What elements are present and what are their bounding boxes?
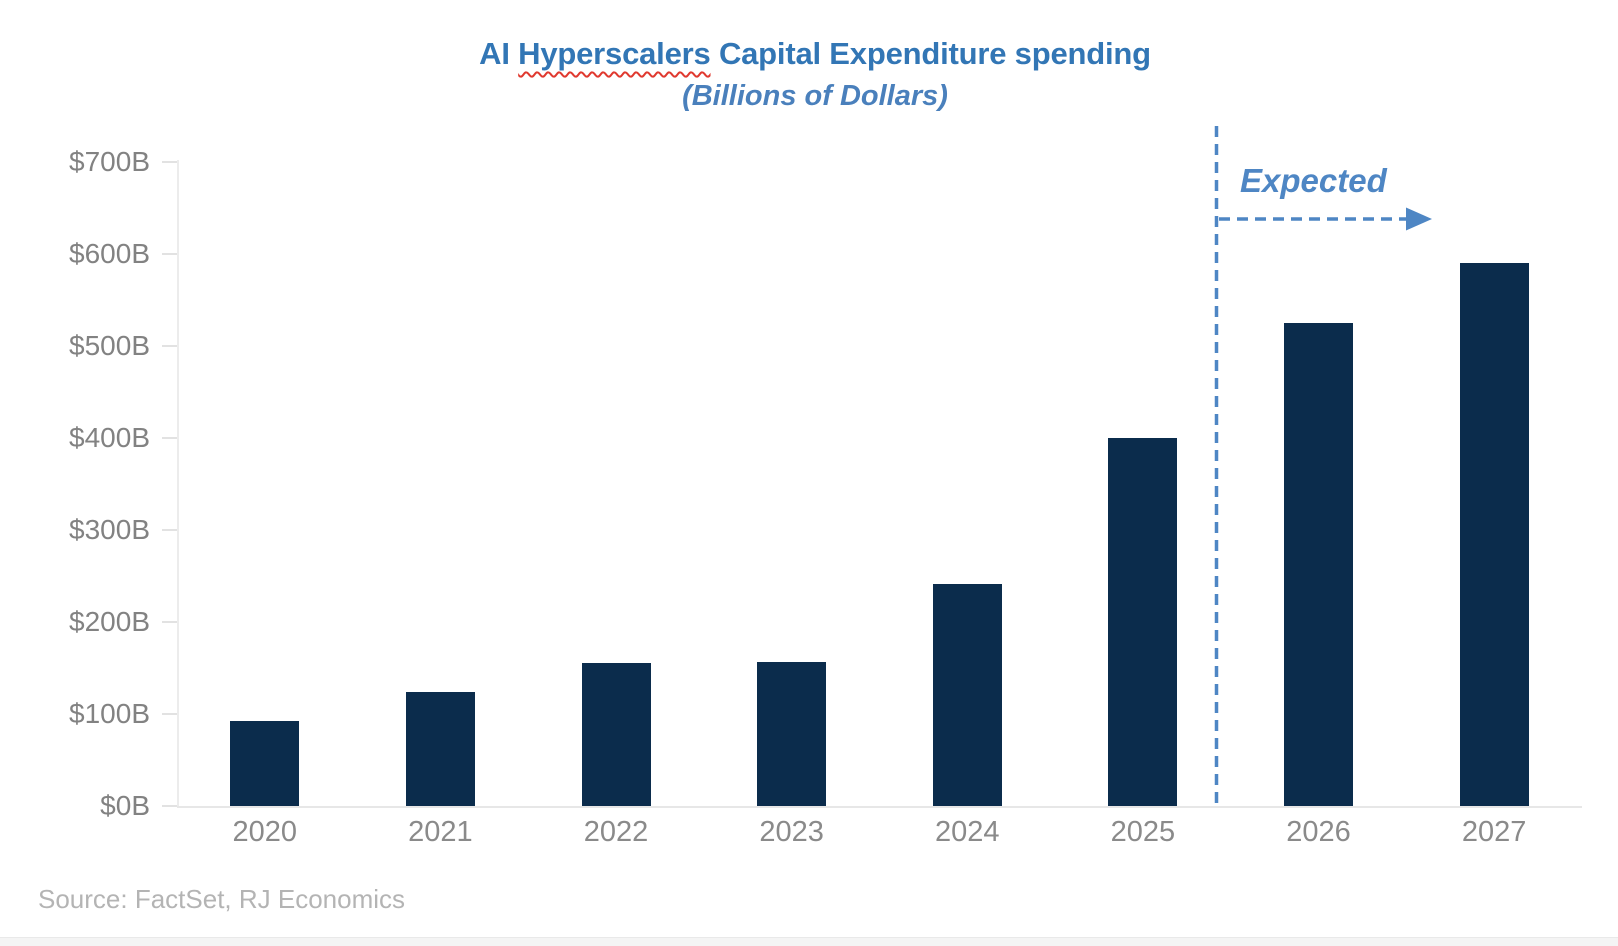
y-axis-tick [162, 621, 177, 623]
source-note: Source: FactSet, RJ Economics [38, 884, 406, 914]
y-axis-label: $200B [69, 606, 150, 637]
bar-2023 [757, 662, 827, 806]
chart-title-misspelled-word: Hyperscalers [518, 36, 711, 71]
bar-2026 [1284, 323, 1354, 806]
bar-2025 [1108, 438, 1178, 806]
chart-title: AI Hyperscalers Capital Expenditure spen… [115, 36, 1515, 72]
y-axis-tick [162, 805, 177, 807]
y-axis-tick [162, 345, 177, 347]
bar-2027 [1459, 263, 1529, 806]
y-axis-tick [162, 161, 177, 163]
bar-2021 [405, 691, 475, 806]
y-axis-tick [162, 437, 177, 439]
chart-subtitle: (Billions of Dollars) [682, 80, 948, 112]
x-axis-label-2025: 2025 [1110, 816, 1176, 848]
bar-2024 [932, 584, 1002, 806]
bar-2022 [581, 663, 651, 806]
y-axis-label: $700B [69, 146, 150, 177]
y-axis-label: $500B [69, 330, 150, 361]
x-axis-label-2022: 2022 [583, 816, 649, 848]
x-axis-label-2027: 2027 [1461, 816, 1527, 848]
y-axis-label: $0B [100, 790, 150, 821]
y-axis-label: $400B [69, 422, 150, 453]
chart-title-part2: Capital Expenditure spending [710, 36, 1151, 71]
y-axis-line [177, 160, 179, 808]
x-axis-label-2024: 2024 [935, 816, 1000, 848]
y-axis-label: $600B [69, 238, 150, 269]
x-axis-label-2021: 2021 [408, 816, 473, 848]
y-axis-label: $300B [69, 514, 150, 545]
bar-2020 [230, 721, 300, 806]
y-axis-tick [162, 529, 177, 531]
page-bottom-edge [0, 937, 1618, 946]
y-axis-label: $100B [69, 698, 150, 729]
y-axis-tick [162, 713, 177, 715]
x-axis-line [177, 806, 1582, 808]
y-axis-tick [162, 253, 177, 255]
x-axis-label-2026: 2026 [1286, 816, 1351, 848]
x-axis-label-2023: 2023 [759, 816, 824, 848]
expected-label: Expected [1240, 162, 1387, 199]
chart-title-part1: AI [479, 36, 519, 71]
x-axis-label-2020: 2020 [232, 816, 298, 848]
